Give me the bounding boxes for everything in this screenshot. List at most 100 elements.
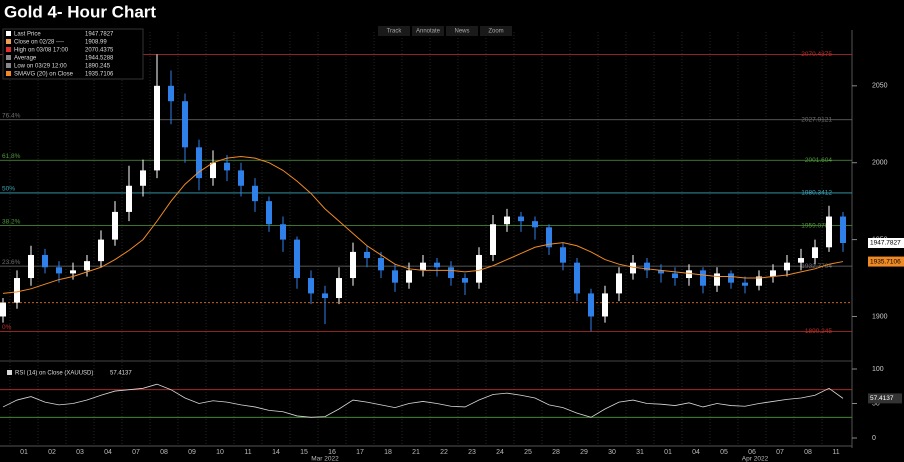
candle-body xyxy=(252,185,258,202)
legend-swatch xyxy=(6,39,11,44)
rsi-y-tick-label: 100 xyxy=(872,366,884,373)
x-tick-label: 08 xyxy=(804,449,812,456)
candle-body xyxy=(294,239,300,279)
level-label: 76.4% xyxy=(2,113,21,120)
candle-body xyxy=(574,262,580,294)
level-value: 2001.604 xyxy=(805,157,832,164)
candle-body xyxy=(728,273,734,283)
legend-value: 1947.7827 xyxy=(85,32,114,38)
toolbar-button[interactable]: News xyxy=(446,26,478,36)
x-tick-label: 05 xyxy=(720,449,728,456)
candle-body xyxy=(140,170,146,186)
level-label: 0% xyxy=(2,324,12,331)
candle-body xyxy=(238,170,244,186)
legend-value: 1935.7106 xyxy=(85,72,114,78)
rsi-label: RSI (14) on Close (XAUUSD) xyxy=(15,371,93,377)
price-box xyxy=(868,238,904,249)
legend-label: Last Price xyxy=(14,32,41,38)
x-tick-label: 18 xyxy=(384,449,392,456)
candle-body xyxy=(616,273,622,294)
x-tick-label: 02 xyxy=(48,449,56,456)
toolbar-button-label[interactable]: News xyxy=(454,29,469,35)
candle-body xyxy=(378,258,384,271)
candle-body xyxy=(714,273,720,286)
candle-body xyxy=(742,282,748,286)
toolbar-button-bg[interactable] xyxy=(480,26,512,36)
rsi-y-tick-label: 0 xyxy=(872,435,876,442)
toolbar-button-bg[interactable] xyxy=(412,26,444,36)
rsi-box xyxy=(868,393,902,404)
toolbar-button-label[interactable]: Zoom xyxy=(488,29,503,35)
candle-body xyxy=(0,302,6,317)
x-tick-label: 29 xyxy=(580,449,588,456)
candle-body xyxy=(280,224,286,240)
legend-swatch xyxy=(6,31,11,36)
toolbar-button[interactable]: Annotate xyxy=(412,26,444,36)
candle-body xyxy=(224,162,230,171)
candle-body xyxy=(28,254,34,279)
rsi-y-tick-label: 50 xyxy=(872,400,880,407)
candle-body xyxy=(350,251,356,279)
candle-body xyxy=(602,293,608,317)
x-tick-label: 15 xyxy=(300,449,308,456)
level-label: 23.6% xyxy=(2,259,21,266)
candle-body xyxy=(826,216,832,248)
candle-body xyxy=(686,270,692,279)
month-label: Apr 2022 xyxy=(742,456,769,462)
candle-body xyxy=(448,267,454,279)
legend-value: 2070.4375 xyxy=(85,48,114,54)
x-tick-label: 28 xyxy=(552,449,560,456)
candle-body xyxy=(812,247,818,259)
legend-label: High on 03/08 17:00 xyxy=(14,48,69,54)
candle-body xyxy=(784,262,790,271)
legend: Last Price 1947.7827 Close on 02/28 ---- 19… xyxy=(2,28,144,80)
y-tick-label: 2050 xyxy=(872,83,888,90)
toolbar-button-label[interactable]: Track xyxy=(387,29,403,35)
candle-body xyxy=(672,273,678,279)
candle-body xyxy=(364,251,370,259)
month-label: Mar 2022 xyxy=(311,456,339,462)
candle-body xyxy=(798,258,804,263)
toolbar-button[interactable]: Track xyxy=(378,26,410,36)
candle-body xyxy=(658,270,664,274)
price-box xyxy=(868,256,904,267)
x-tick-label: 17 xyxy=(356,449,364,456)
candle-body xyxy=(546,227,552,248)
x-tick-label: 07 xyxy=(132,449,140,456)
candle-body xyxy=(182,101,188,148)
toolbar-button-bg[interactable] xyxy=(446,26,478,36)
candle-body xyxy=(630,262,636,274)
legend-label: Average xyxy=(14,56,37,62)
sma-line xyxy=(2,156,844,294)
candle-body xyxy=(756,276,762,286)
x-tick-label: 06 xyxy=(748,449,756,456)
level-label: 38.2% xyxy=(2,218,21,225)
candle-body xyxy=(588,293,594,317)
x-tick-label: 04 xyxy=(692,449,700,456)
toolbar-button-label[interactable]: Annotate xyxy=(416,29,441,35)
candle-body xyxy=(196,147,202,179)
x-tick-label: 03 xyxy=(76,449,84,456)
x-tick-label: 30 xyxy=(608,449,616,456)
legend-value: 1890.245 xyxy=(85,64,111,70)
toolbar-button[interactable]: Zoom xyxy=(480,26,512,36)
candle-body xyxy=(308,278,314,294)
price-box-label: 1947.7827 xyxy=(870,240,901,247)
candle-body xyxy=(406,270,412,283)
x-tick-label: 04 xyxy=(104,449,112,456)
legend-value: 1944.5288 xyxy=(85,56,114,62)
x-tick-label: 22 xyxy=(440,449,448,456)
candle-body xyxy=(560,247,566,263)
legend-label: Close on 02/28 ---- xyxy=(14,40,64,46)
level-value: 1890.245 xyxy=(805,328,832,335)
legend-label: SMAVG (20) on Close xyxy=(14,72,74,78)
x-tick-label: 14 xyxy=(272,449,280,456)
candle-body xyxy=(504,216,510,225)
rsi-legend-swatch xyxy=(7,370,12,375)
candle-body xyxy=(70,270,76,274)
toolbar-button-bg[interactable] xyxy=(378,26,410,36)
candle-body xyxy=(700,270,706,286)
